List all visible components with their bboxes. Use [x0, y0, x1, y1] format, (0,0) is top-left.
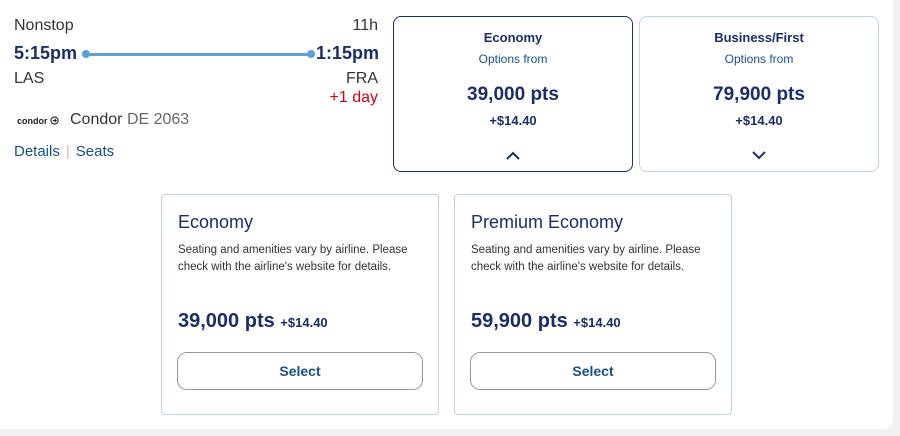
sub-fare-economy: Economy Seating and amenities vary by ai… — [161, 194, 439, 415]
fare-class-tax: +$14.40 — [489, 113, 537, 128]
select-premium-economy-button[interactable]: Select — [470, 352, 716, 390]
fare-class-business-first[interactable]: Business/First Options from 79,900 pts +… — [639, 16, 879, 172]
sub-fare-description: Seating and amenities vary by airline. P… — [178, 244, 408, 273]
flight-number: DE 2063 — [126, 111, 190, 128]
sub-fare-description: Seating and amenities vary by airline. P… — [471, 244, 701, 273]
airline-logo-text: condor — [17, 116, 48, 126]
duration-label: 11h — [352, 17, 378, 34]
fare-class-name: Business/First — [714, 30, 804, 45]
airline-info: Condor DE 2063 — [70, 111, 189, 129]
sub-fare-points: 59,900 pts — [471, 310, 568, 332]
route-end-dot — [307, 50, 315, 58]
condor-logo-icon: condor — [17, 116, 59, 126]
link-divider: | — [65, 143, 70, 160]
chevron-down-icon[interactable] — [752, 151, 766, 160]
fare-class-name: Economy — [483, 30, 543, 45]
arrive-time: 1:15pm — [316, 43, 380, 63]
select-economy-button[interactable]: Select — [177, 352, 423, 390]
fare-class-from-label: Options from — [724, 52, 794, 66]
fare-class-from-label: Options from — [478, 52, 548, 66]
route-line — [86, 53, 310, 56]
flight-links: Details | Seats — [14, 143, 114, 160]
fare-class-economy[interactable]: Economy Options from 39,000 pts +$14.40 — [393, 16, 633, 172]
fare-class-points: 79,900 pts — [713, 84, 805, 105]
origin-code: LAS — [14, 70, 45, 87]
sub-fare-premium-economy: Premium Economy Seating and amenities va… — [454, 194, 732, 415]
destination-code: FRA — [346, 70, 378, 87]
airline-name: Condor — [70, 111, 123, 128]
sub-fare-name: Premium Economy — [471, 212, 624, 232]
seats-link[interactable]: Seats — [75, 143, 115, 160]
details-link[interactable]: Details — [14, 143, 60, 160]
fare-class-points: 39,000 pts — [467, 84, 559, 105]
sub-fare-price: 59,900 pts +$14.40 — [471, 310, 621, 333]
fare-class-tax: +$14.40 — [735, 113, 783, 128]
sub-fare-points: 39,000 pts — [178, 310, 275, 332]
sub-fare-tax: +$14.40 — [280, 315, 328, 330]
flight-result-card: Nonstop 11h 5:15pm 1:15pm LAS FRA +1 day… — [0, 0, 893, 429]
chevron-up-icon[interactable] — [506, 151, 520, 160]
stops-label: Nonstop — [14, 17, 74, 34]
depart-time: 5:15pm — [14, 43, 78, 63]
day-offset: +1 day — [329, 89, 378, 106]
sub-fare-tax: +$14.40 — [573, 315, 621, 330]
sub-fare-price: 39,000 pts +$14.40 — [178, 310, 328, 333]
sub-fare-name: Economy — [178, 212, 254, 232]
